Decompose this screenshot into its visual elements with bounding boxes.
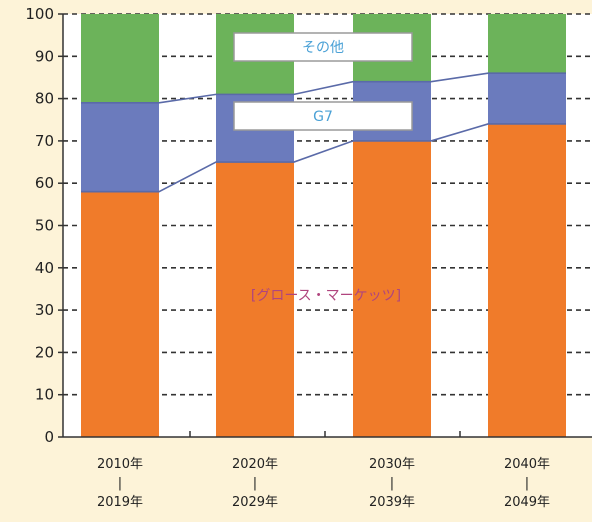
x-tick-label-2: 2030年 | 2039年 [369,457,415,510]
bar-segment-s0-c2 [353,140,431,437]
series-label-text: G7 [313,109,333,125]
x-tick-line: | [525,476,529,491]
series-label-text: その他 [302,40,344,56]
axes [58,13,592,438]
y-tick-label-0: 0 [44,428,54,446]
x-tick-line: | [390,476,394,491]
x-tick-label-3: 2040年 | 2049年 [504,457,550,510]
connector-line-0 [81,72,566,104]
x-tick-line: 2049年 [504,495,550,510]
x-tick-line: | [118,476,122,491]
series-label-box [233,32,413,62]
series-label-0: その他 [233,32,413,62]
y-tick-label-100: 100 [25,5,54,23]
x-tick-line: 2030年 [369,457,415,472]
bar-segment-s2-c0 [81,14,159,103]
bar-segment-s0-c0 [81,191,159,437]
y-tick-label-70: 70 [35,132,54,150]
bar-segment-s0-c1 [216,162,294,438]
x-tick-line: 2020年 [232,457,278,472]
x-tick-line: | [253,476,257,491]
x-tick-line: 2019年 [97,495,143,510]
connector-lines [81,72,566,193]
series-label-1: G7 [233,101,413,131]
series-label-2: [グロース・マーケッツ] [251,288,401,304]
y-tick-label-40: 40 [35,259,54,277]
bar-segment-s0-c3 [488,123,566,437]
y-tick-label-30: 30 [35,301,54,319]
bar-segment-s1-c3 [488,73,566,124]
y-tick-label-80: 80 [35,90,54,108]
series-label-text: [グロース・マーケッツ] [251,288,401,304]
y-tick-labels: 0 10 20 30 40 50 60 70 80 90 100 [25,5,54,446]
series-labels: その他 G7 [グロース・マーケッツ] [233,32,413,304]
x-tick-line: 2039年 [369,495,415,510]
x-tick-label-0: 2010年 | 2019年 [97,457,143,510]
y-tick-label-60: 60 [35,174,54,192]
y-tick-label-50: 50 [35,217,54,235]
bar-segment-s2-c3 [488,14,566,74]
y-tick-label-20: 20 [35,343,54,361]
x-tick-line: 2029年 [232,495,278,510]
y-tick-label-90: 90 [35,47,54,65]
x-tick-line: 2040年 [504,457,550,472]
y-tick-label-10: 10 [35,386,54,404]
series-label-box [233,101,413,131]
x-tick-line: 2010年 [97,457,143,472]
bar-segment-s1-c0 [81,102,159,192]
x-tick-label-1: 2020年 | 2029年 [232,457,278,510]
connector-line-1 [81,123,566,193]
